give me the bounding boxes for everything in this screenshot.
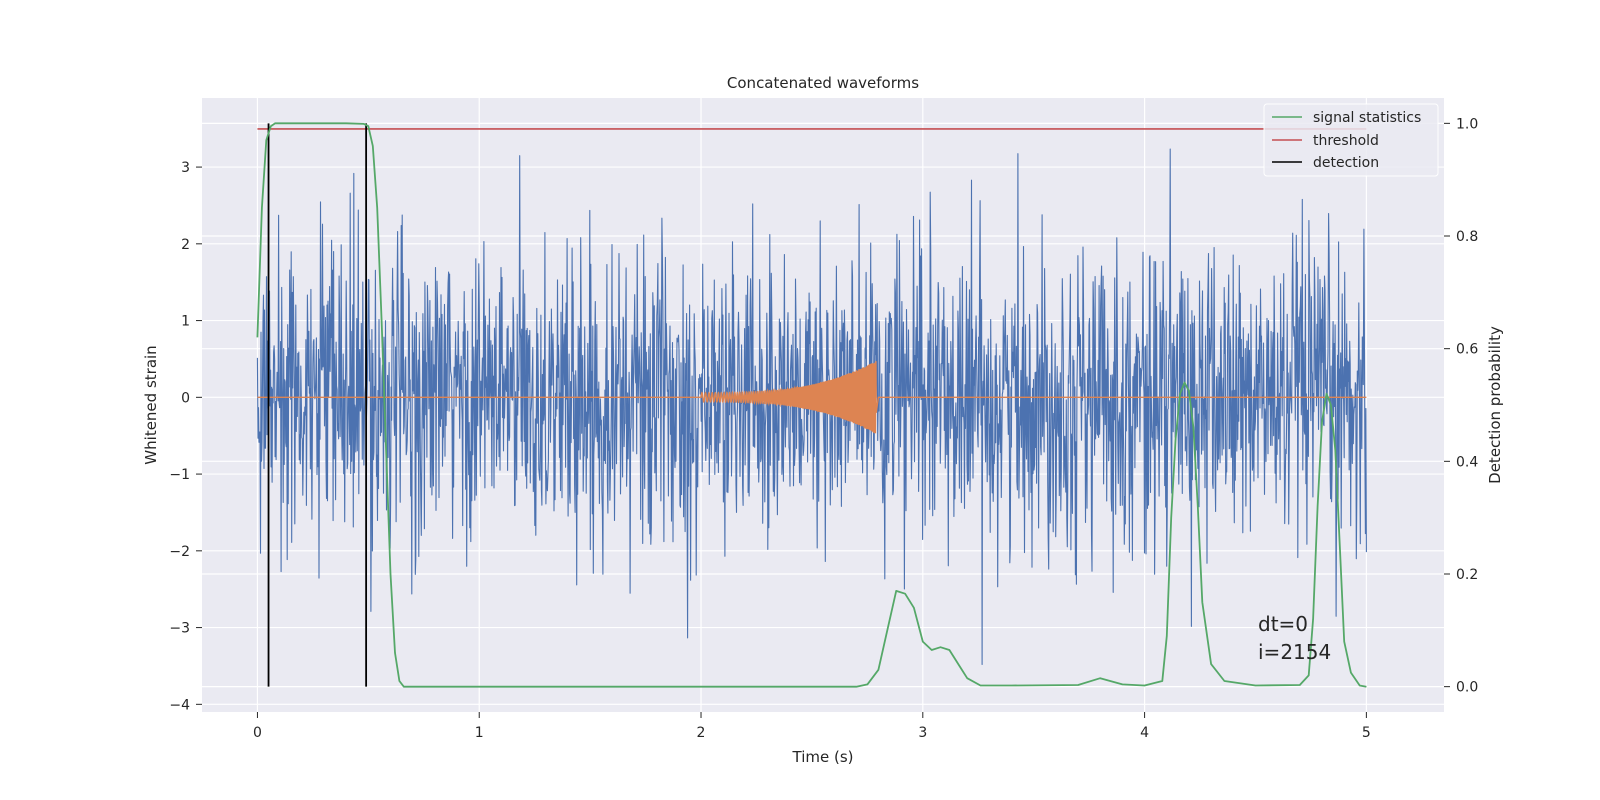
y-tick-label-0: −4 [169, 697, 190, 713]
y2-tick-label-3: 0.6 [1456, 342, 1478, 358]
waveform-line [257, 361, 1367, 434]
y-tick-label-2: −2 [169, 544, 190, 560]
y-axis-ticks: −4 −3 −2 −1 0 1 2 3 [169, 160, 202, 713]
waveform-series [257, 361, 1367, 434]
legend-box [1263, 103, 1439, 177]
signal-statistics-series [256, 122, 1367, 688]
chart-title: Concatenated waveforms [727, 74, 919, 92]
legend: signal statistics threshold detection [1263, 103, 1439, 177]
y-tick-label-7: 3 [181, 160, 190, 176]
y-tick-label-5: 1 [181, 314, 190, 330]
signal-statistics-line [256, 122, 1367, 688]
y2-tick-label-5: 1.0 [1456, 116, 1478, 132]
y2-tick-label-1: 0.2 [1456, 567, 1478, 583]
y2-tick-label-4: 0.8 [1456, 229, 1478, 245]
x-tick-label-3: 3 [918, 725, 927, 741]
y2-axis-ticks: 0.0 0.2 0.4 0.6 0.8 1.0 [1444, 116, 1478, 696]
y2-tick-label-2: 0.4 [1456, 454, 1478, 470]
x-tick-label-4: 4 [1140, 725, 1149, 741]
legend-label-detection: detection [1313, 155, 1379, 171]
x-axis-ticks: 0 1 2 3 4 5 [253, 712, 1371, 741]
legend-label-signal-statistics: signal statistics [1313, 110, 1421, 126]
strain-series [256, 148, 1367, 666]
strain-line [256, 148, 1367, 666]
detection-series [267, 123, 368, 687]
annotation-index: i=2154 [1258, 640, 1331, 664]
x-axis-label: Time (s) [792, 748, 854, 766]
y-tick-label-6: 2 [181, 237, 190, 253]
x-tick-label-2: 2 [697, 725, 706, 741]
y-tick-label-3: −1 [169, 467, 190, 483]
y-tick-label-4: 0 [181, 390, 190, 406]
x-tick-label-5: 5 [1362, 725, 1371, 741]
y-axis-label: Whitened strain [142, 345, 160, 464]
y2-tick-label-0: 0.0 [1456, 680, 1478, 696]
annotation-dt: dt=0 [1258, 612, 1308, 636]
y-tick-label-1: −3 [169, 621, 190, 637]
x-tick-label-1: 1 [475, 725, 484, 741]
x-tick-label-0: 0 [253, 725, 262, 741]
y2-axis-label: Detection probability [1486, 326, 1504, 484]
legend-label-threshold: threshold [1313, 133, 1379, 149]
